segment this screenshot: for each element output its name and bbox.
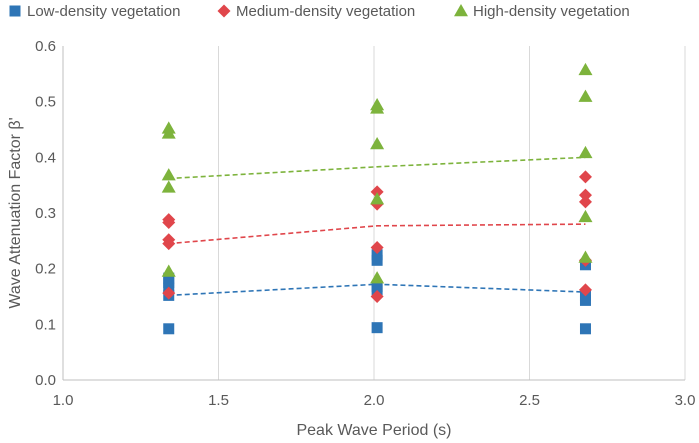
axes — [62, 46, 685, 381]
triangle-marker — [578, 145, 593, 159]
triangle-marker — [161, 168, 176, 181]
legend-diamond-icon — [217, 4, 231, 18]
diamond-marker — [578, 170, 592, 184]
triangle-marker — [578, 62, 593, 76]
diamond-marker — [162, 286, 176, 300]
y-tick-label: 0.6 — [35, 38, 56, 55]
x-axis-title: Peak Wave Period (s) — [296, 422, 451, 439]
legend-item-low-density: Low-density vegetation — [9, 3, 180, 20]
grid-lines — [218, 46, 686, 380]
y-tick-label: 0.3 — [35, 205, 56, 222]
square-marker — [371, 254, 383, 266]
triangle-marker — [578, 209, 593, 223]
diamond-marker — [370, 290, 384, 303]
data-markers — [161, 62, 593, 335]
y-tick-label: 0.4 — [35, 149, 56, 166]
diamond-marker — [370, 241, 384, 255]
triangle-marker — [161, 126, 176, 139]
triangle-marker — [161, 180, 176, 193]
trend-line-2 — [168, 156, 586, 180]
square-marker — [371, 249, 383, 261]
x-tick-label: 1.0 — [53, 392, 74, 409]
tick-labels: 1.0 1.5 2.0 2.5 3.0 0.0 0.1 0.2 0.3 0.4 0.5 0.6 — [35, 38, 695, 409]
diamond-marker — [578, 188, 592, 202]
y-tick-label: 0.1 — [35, 316, 56, 333]
legend-square-icon — [9, 5, 21, 17]
square-marker — [579, 294, 591, 306]
legend-triangle-icon — [454, 4, 468, 17]
triangle-marker — [370, 271, 385, 284]
square-marker — [579, 323, 591, 335]
square-marker — [371, 284, 383, 296]
triangle-marker — [578, 250, 593, 263]
triangle-marker — [370, 101, 385, 114]
square-marker — [163, 277, 175, 289]
square-marker — [163, 323, 175, 335]
triangle-marker — [578, 89, 593, 102]
trend-line-1 — [168, 223, 586, 245]
y-axis-title: Wave Attenuation Factor β' — [7, 117, 24, 308]
legend-label: Medium-density vegetation — [236, 3, 415, 20]
legend-item-medium-density: Medium-density vegetation — [217, 3, 415, 20]
y-tick-label: 0.0 — [35, 372, 56, 389]
diamond-marker — [578, 195, 592, 209]
x-tick-label: 2.5 — [519, 392, 540, 409]
diamond-marker — [370, 185, 384, 199]
triangle-marker — [370, 192, 385, 205]
x-tick-label: 1.5 — [208, 392, 229, 409]
triangle-marker — [161, 264, 176, 277]
legend: Low-density vegetation Medium-density ve… — [9, 3, 630, 20]
x-tick-label: 3.0 — [675, 392, 696, 409]
square-marker — [371, 322, 383, 334]
legend-item-high-density: High-density vegetation — [454, 3, 630, 20]
y-tick-label: 0.2 — [35, 261, 56, 278]
triangle-marker — [370, 136, 385, 150]
diamond-marker — [578, 283, 592, 297]
diamond-marker — [162, 237, 176, 251]
legend-label: High-density vegetation — [473, 3, 630, 20]
legend-label: Low-density vegetation — [27, 3, 180, 20]
y-tick-label: 0.5 — [35, 94, 56, 111]
diamond-marker — [162, 215, 176, 229]
x-tick-label: 2.0 — [364, 392, 385, 409]
